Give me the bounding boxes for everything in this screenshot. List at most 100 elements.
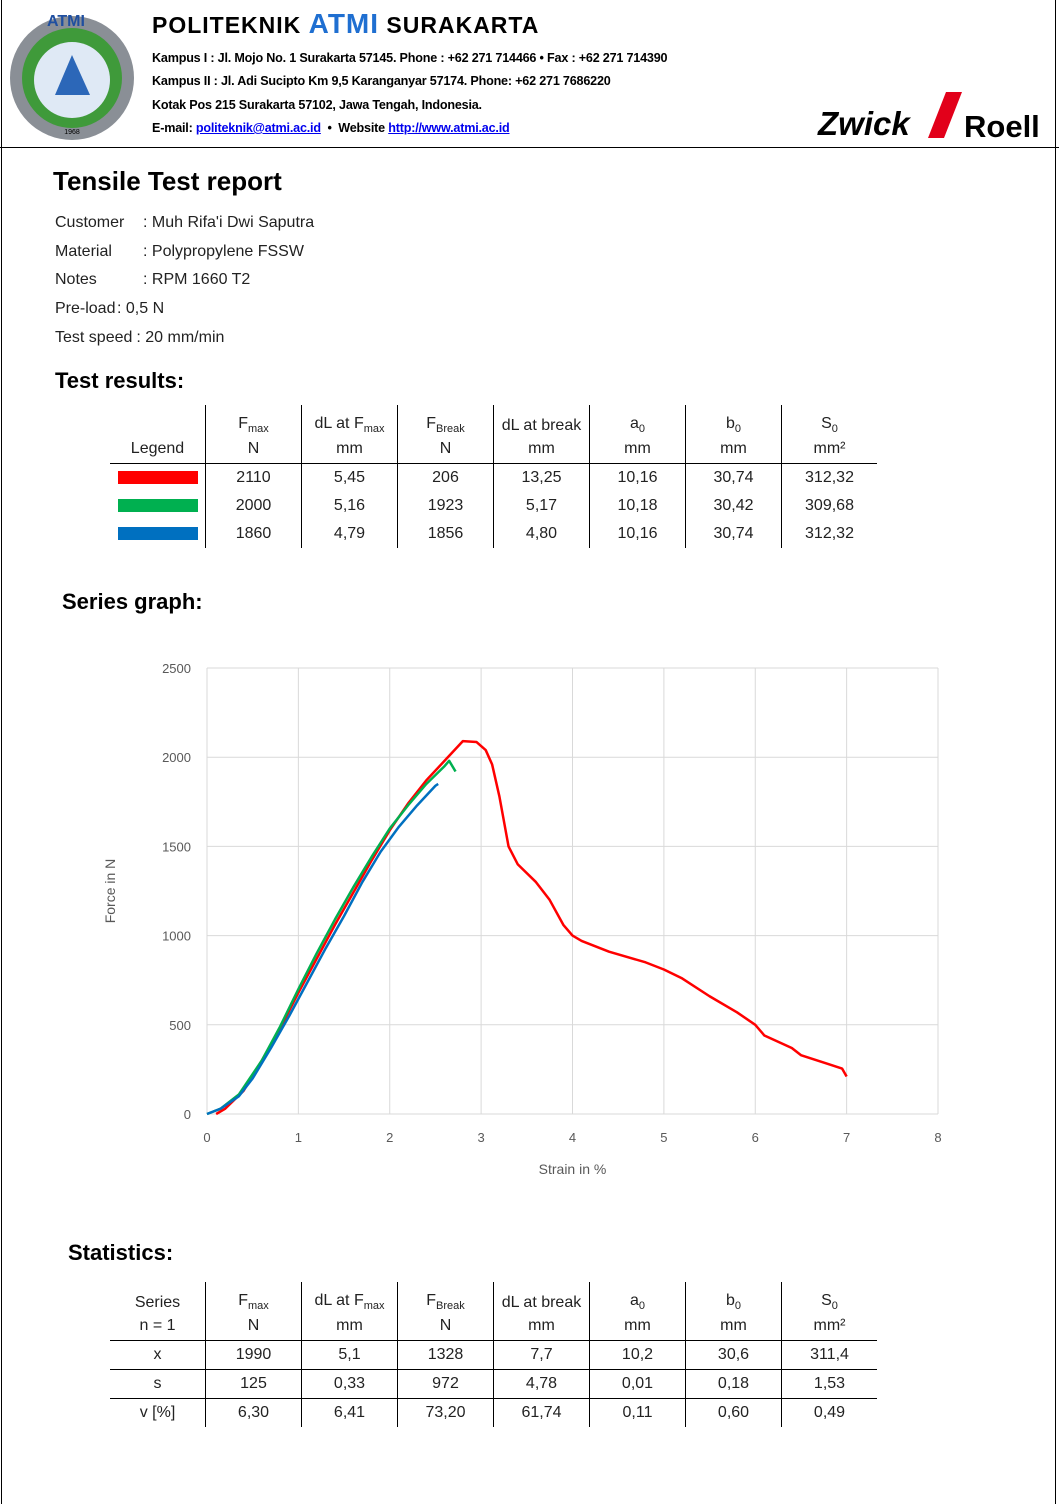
address-line: Kotak Pos 215 Surakarta 57102, Jawa Teng… [152, 98, 482, 112]
stat-cell: 0,33 [301, 1369, 398, 1399]
column-unit: mm [301, 435, 398, 464]
stat-cell: 0,60 [685, 1398, 782, 1427]
email-link[interactable]: politeknik@atmi.ac.id [195, 121, 321, 135]
info-line: Notes: RPM 1660 T2 [55, 271, 250, 289]
stat-cell: 311,4 [781, 1340, 877, 1370]
column-unit: mm [493, 435, 590, 464]
info-value: : 20 mm/min [136, 328, 225, 346]
result-cell: 5,17 [493, 492, 590, 520]
result-cell: 10,18 [589, 492, 686, 520]
series-header: Series [134, 1294, 181, 1311]
result-cell: 5,16 [301, 492, 398, 520]
address-line: Kampus I : Jl. Mojo No. 1 Surakarta 5714… [152, 51, 668, 65]
column-header: Fmax [205, 1282, 302, 1312]
header-row: Fmax dL at Fmax FBreak dL at break a0 b0 S0 [110, 405, 877, 435]
y-tick-label: 0 [184, 1107, 191, 1122]
stat-cell: 10,2 [589, 1340, 686, 1370]
column-subscript: max [248, 1300, 269, 1312]
section-title: Series graph: [62, 589, 203, 614]
info-value: : RPM 1660 T2 [143, 271, 251, 289]
stat-cell: 0,01 [589, 1369, 686, 1399]
website-link[interactable]: http://www.atmi.ac.id [388, 121, 510, 135]
stat-cell: 73,20 [397, 1398, 494, 1427]
blank-cell [110, 405, 206, 435]
column-unit: mm² [781, 435, 877, 464]
info-value: : Muh Rifa'i Dwi Saputra [143, 214, 315, 231]
x-tick-label: 4 [569, 1130, 576, 1145]
column-name: dL at break [501, 1294, 582, 1311]
legend-cell [110, 464, 206, 493]
stat-cell: 0,49 [781, 1398, 877, 1427]
x-tick-label: 2 [386, 1130, 393, 1145]
stat-cell: 7,7 [493, 1340, 590, 1370]
institute-part: ATMI [308, 8, 380, 39]
stat-row: s 125 0,33 972 4,78 0,01 0,18 1,53 [110, 1369, 877, 1399]
column-subscript: max [363, 423, 385, 435]
column-header: Fmax [205, 405, 302, 435]
column-header: FBreak [397, 405, 494, 435]
result-cell: 1860 [205, 520, 302, 548]
y-axis-label: Force in N [102, 859, 118, 924]
column-subscript: 0 [638, 1300, 646, 1312]
stat-label: s [110, 1369, 206, 1399]
result-cell: 4,79 [301, 520, 398, 548]
result-cell: 30,74 [685, 520, 782, 548]
result-row: 2000 5,16 1923 5,17 10,18 30,42 309,68 [110, 492, 877, 520]
result-row: 1860 4,79 1856 4,80 10,16 30,74 312,32 [110, 520, 877, 548]
column-unit: mm² [781, 1312, 877, 1341]
column-unit: mm [589, 435, 686, 464]
column-name: F [426, 414, 437, 432]
column-header: b0 [685, 1282, 782, 1312]
contact-text: • Website [320, 121, 389, 135]
result-cell: 30,74 [685, 463, 782, 492]
y-tick-label: 2500 [162, 661, 191, 676]
stat-label: v [%] [139, 1404, 176, 1421]
result-cell: 4,80 [493, 520, 590, 548]
info-label: Material [55, 242, 112, 260]
legend-cell [110, 492, 206, 520]
stat-cell: 972 [397, 1369, 494, 1399]
result-cell: 2110 [205, 463, 302, 492]
stat-row: x 1990 5,1 1328 7,7 10,2 30,6 311,4 [110, 1340, 877, 1370]
info-label: Pre-load [55, 300, 116, 318]
column-subscript: 0 [831, 1300, 838, 1312]
column-unit: mm [301, 1312, 398, 1341]
series-line [206, 782, 439, 1116]
column-name: dL at break [501, 417, 582, 434]
y-tick-label: 2000 [162, 750, 191, 765]
column-unit: mm [685, 1312, 782, 1341]
logo-text: ATMI [47, 13, 85, 30]
x-tick-label: 7 [843, 1130, 850, 1145]
brand-slash [928, 92, 962, 138]
stat-cell: 6,41 [301, 1398, 398, 1427]
x-tick-label: 0 [203, 1130, 210, 1145]
legend-header: Legend [110, 435, 206, 464]
y-tick-label: 1500 [162, 839, 191, 854]
stat-cell: 5,1 [301, 1340, 398, 1370]
n-label: n = 1 [110, 1312, 206, 1341]
column-name: a [629, 414, 639, 432]
stat-cell: 1,53 [781, 1369, 877, 1399]
column-subscript: 0 [638, 423, 646, 435]
column-name: a [629, 1291, 639, 1309]
stat-cell: 125 [205, 1369, 302, 1399]
legend-cell [110, 520, 206, 548]
x-tick-label: 8 [934, 1130, 941, 1145]
institute-part: POLITEKNIK [152, 12, 309, 38]
series-line [206, 759, 457, 1116]
stat-cell: 1328 [397, 1340, 494, 1370]
column-subscript: 0 [734, 1300, 742, 1312]
legend-swatch [117, 471, 198, 485]
column-name: dL at F [314, 1291, 364, 1309]
info-label: Test speed [55, 328, 133, 346]
stat-label: x [110, 1340, 206, 1370]
column-subscript: 0 [831, 423, 838, 435]
institute-part: SURAKARTA [379, 12, 540, 38]
brand-left: Zwick [817, 105, 911, 142]
stat-cell: 30,6 [685, 1340, 782, 1370]
stat-cell: 6,30 [205, 1398, 302, 1427]
stat-cell: 4,78 [493, 1369, 590, 1399]
y-tick-label: 1000 [162, 929, 191, 944]
column-unit: N [205, 435, 302, 464]
